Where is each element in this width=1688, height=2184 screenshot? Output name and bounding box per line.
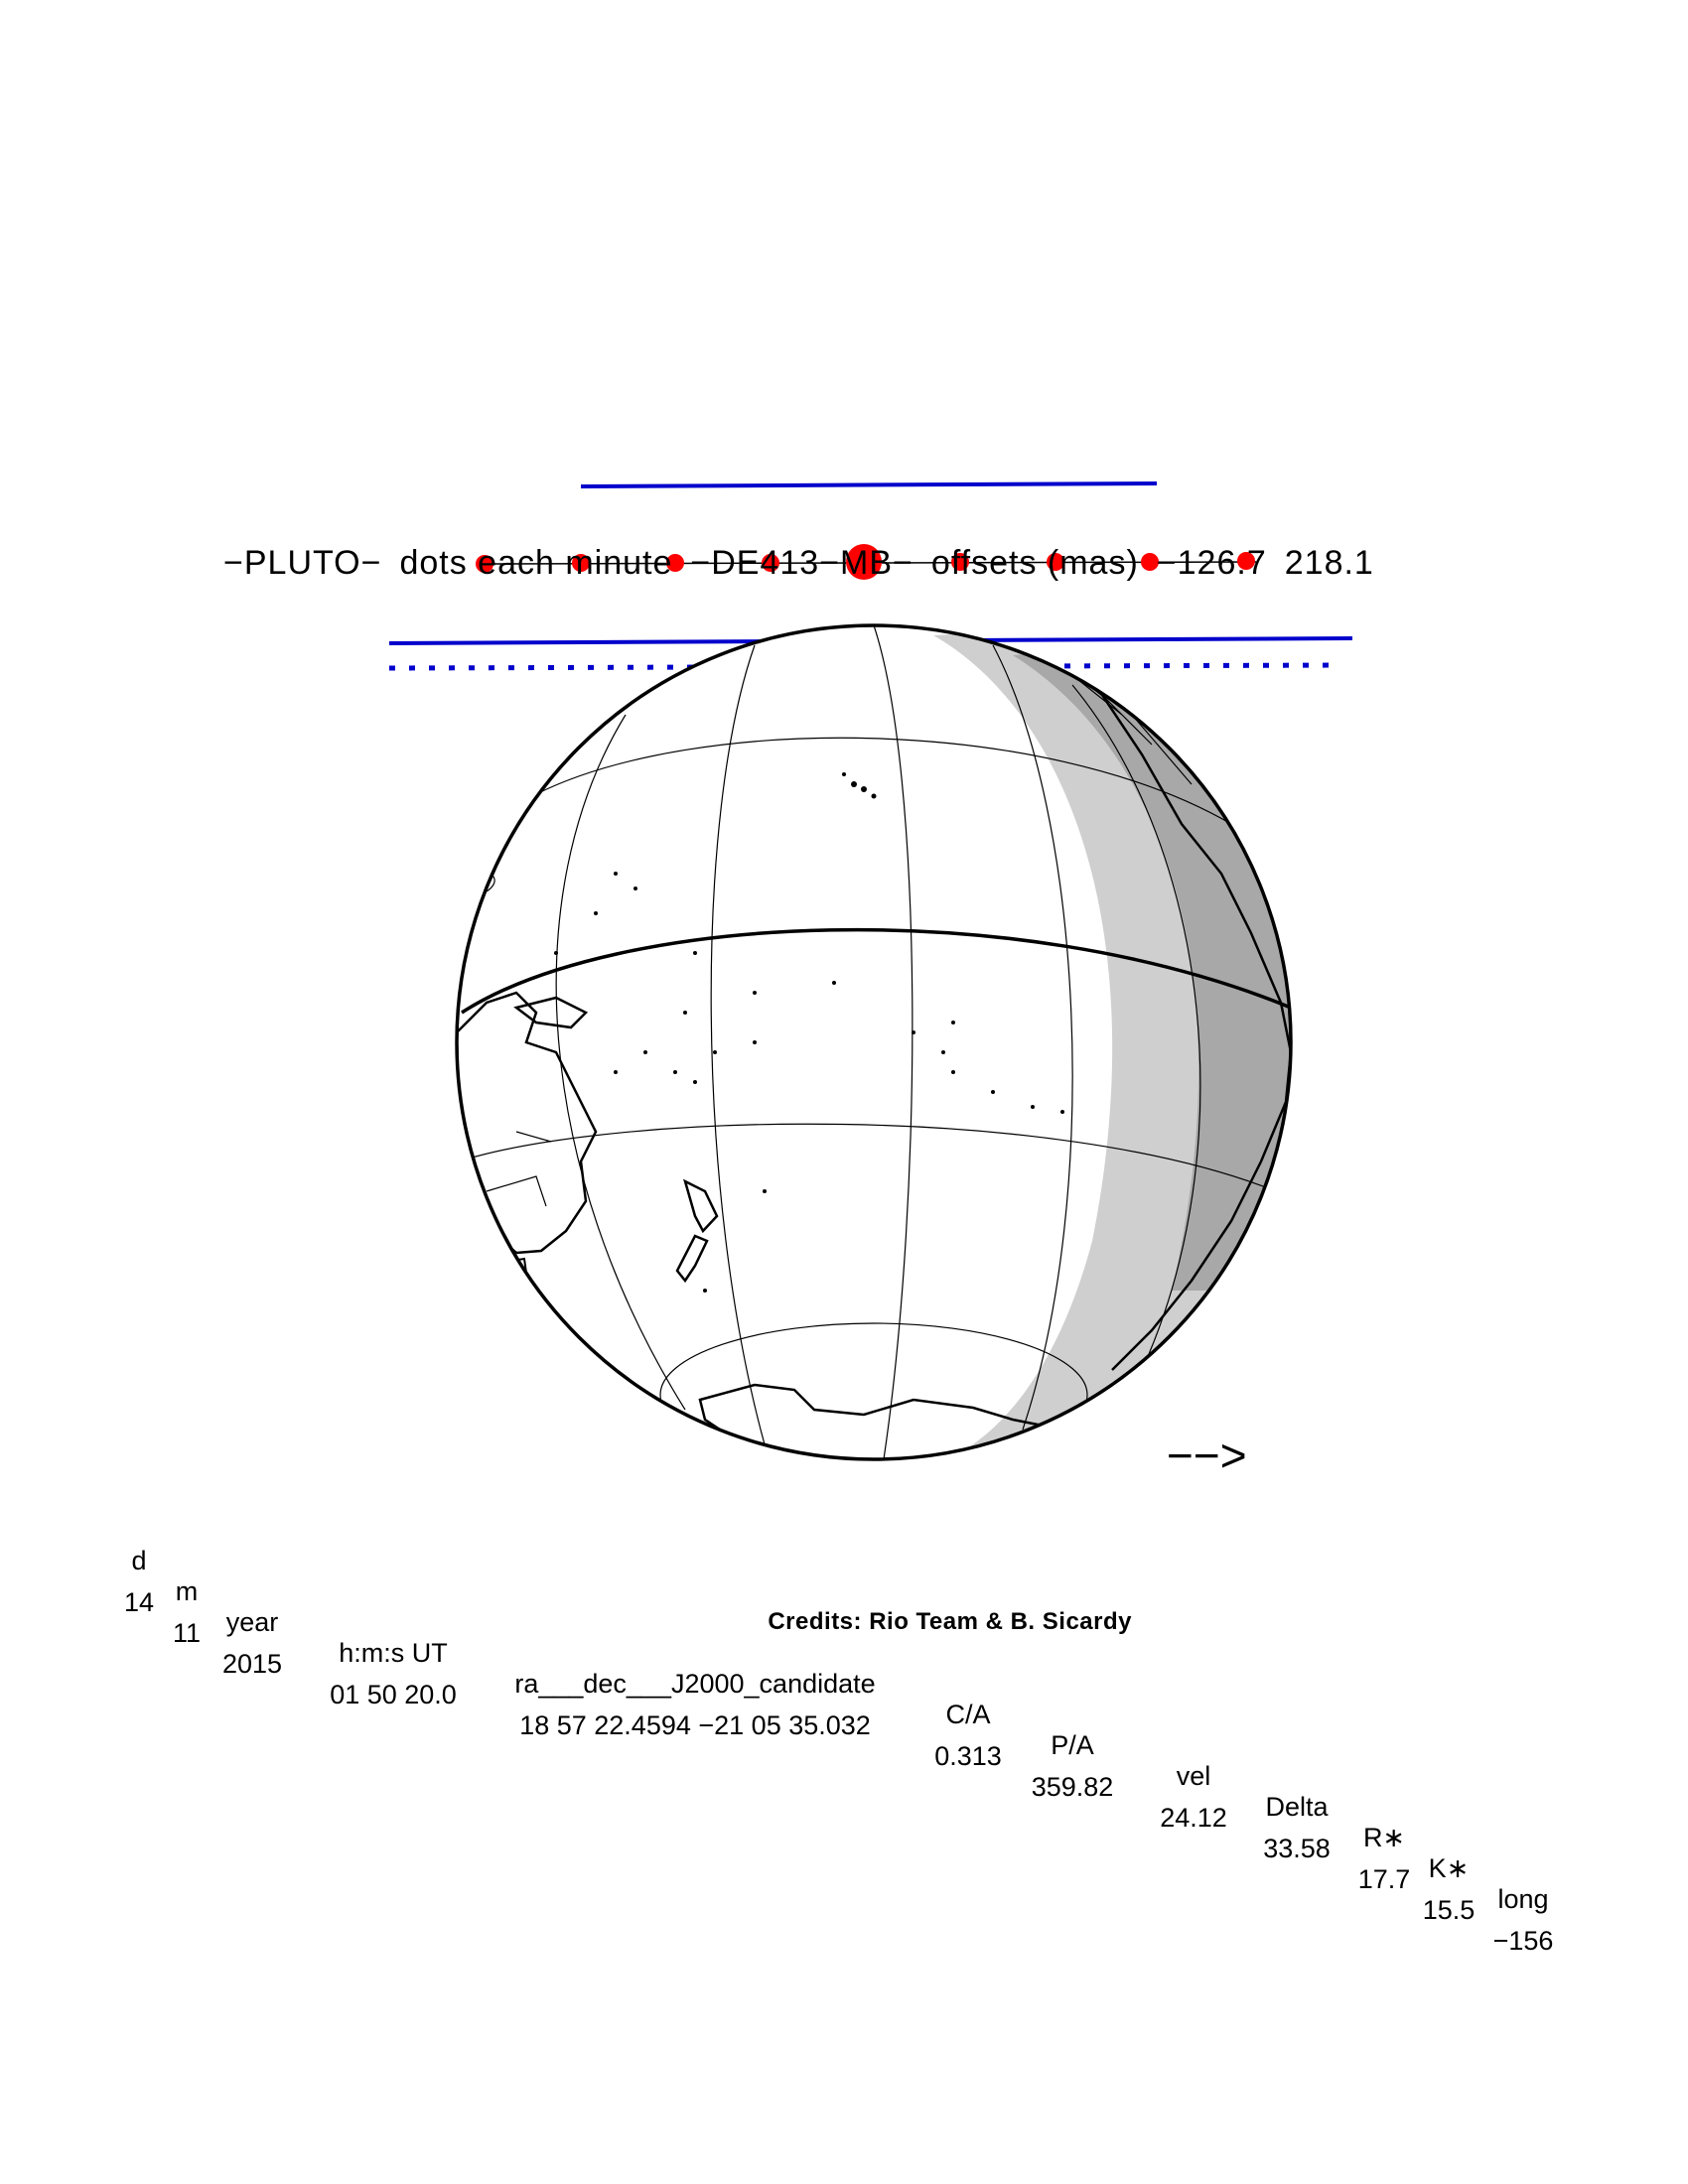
title-line: −PLUTO− dots each minute −DE413−MB− offsets… (223, 544, 1392, 583)
offset-ra: −126.7 (1156, 544, 1267, 582)
minute-dot (476, 555, 493, 573)
value-delta: 33.58 (1263, 1834, 1331, 1863)
value-day: 14 (123, 1587, 155, 1617)
header-pa: P/A (1051, 1730, 1094, 1760)
value-ca: 0.313 (934, 1741, 1002, 1771)
header-k-mag: K∗ (1428, 1853, 1470, 1883)
credits: Credits: Rio Team & B. Sicardy (768, 1608, 1132, 1635)
shadow-north-limit-upper (580, 481, 1158, 488)
minute-dot (762, 554, 779, 572)
header-ca: C/A (945, 1700, 991, 1729)
offsets-label: offsets (mas) (930, 544, 1139, 582)
value-pa: 359.82 (1031, 1772, 1114, 1802)
header-vel: vel (1176, 1761, 1211, 1791)
value-long: −156 (1492, 1926, 1554, 1956)
header-year: year (225, 1607, 279, 1637)
header-month: m (175, 1576, 199, 1606)
direction-arrow: −−> (1167, 1430, 1247, 1481)
value-r-mag: 17.7 (1357, 1864, 1411, 1894)
header-r-mag: R∗ (1362, 1823, 1406, 1852)
object-name: −PLUTO− (223, 544, 382, 582)
coast-americas (1052, 654, 1291, 1371)
value-time: 01 50 20.0 (330, 1680, 457, 1709)
header-coordinates: ra___dec___J2000_candidate (514, 1669, 876, 1699)
header-delta: Delta (1265, 1792, 1329, 1822)
header-day: d (131, 1546, 147, 1575)
minute-dot (1047, 553, 1064, 571)
value-coordinates: 18 57 22.4594 −21 05 35.032 (519, 1710, 871, 1740)
minute-dot (951, 553, 969, 571)
equator-line (461, 927, 1291, 1015)
coast-new-zealand (675, 1178, 719, 1284)
value-k-mag: 15.5 (1422, 1895, 1476, 1925)
header-time: h:m:s UT (339, 1638, 448, 1668)
value-month: 11 (172, 1618, 202, 1648)
parameter-header-row: d m year h:m:s UT ra___dec___J2000_candi… (0, 1515, 1548, 1915)
minute-dot (666, 554, 684, 572)
earth-globe (455, 623, 1293, 1461)
value-vel: 24.12 (1160, 1803, 1227, 1833)
ephemeris-label: −DE413−MB− (690, 544, 914, 582)
dots-label: dots each minute (399, 544, 673, 582)
parameter-value-row: 14 11 2015 01 50 20.0 18 57 22.4594 −21 … (0, 1557, 1553, 1957)
offset-dec: 218.1 (1284, 544, 1374, 582)
closest-approach-dot (846, 544, 882, 580)
value-year: 2015 (221, 1649, 283, 1679)
header-long: long (1497, 1884, 1549, 1914)
minute-dot (572, 554, 590, 572)
minute-dots (476, 544, 1255, 580)
minute-dot (1237, 552, 1255, 570)
minute-dot (1141, 553, 1159, 571)
